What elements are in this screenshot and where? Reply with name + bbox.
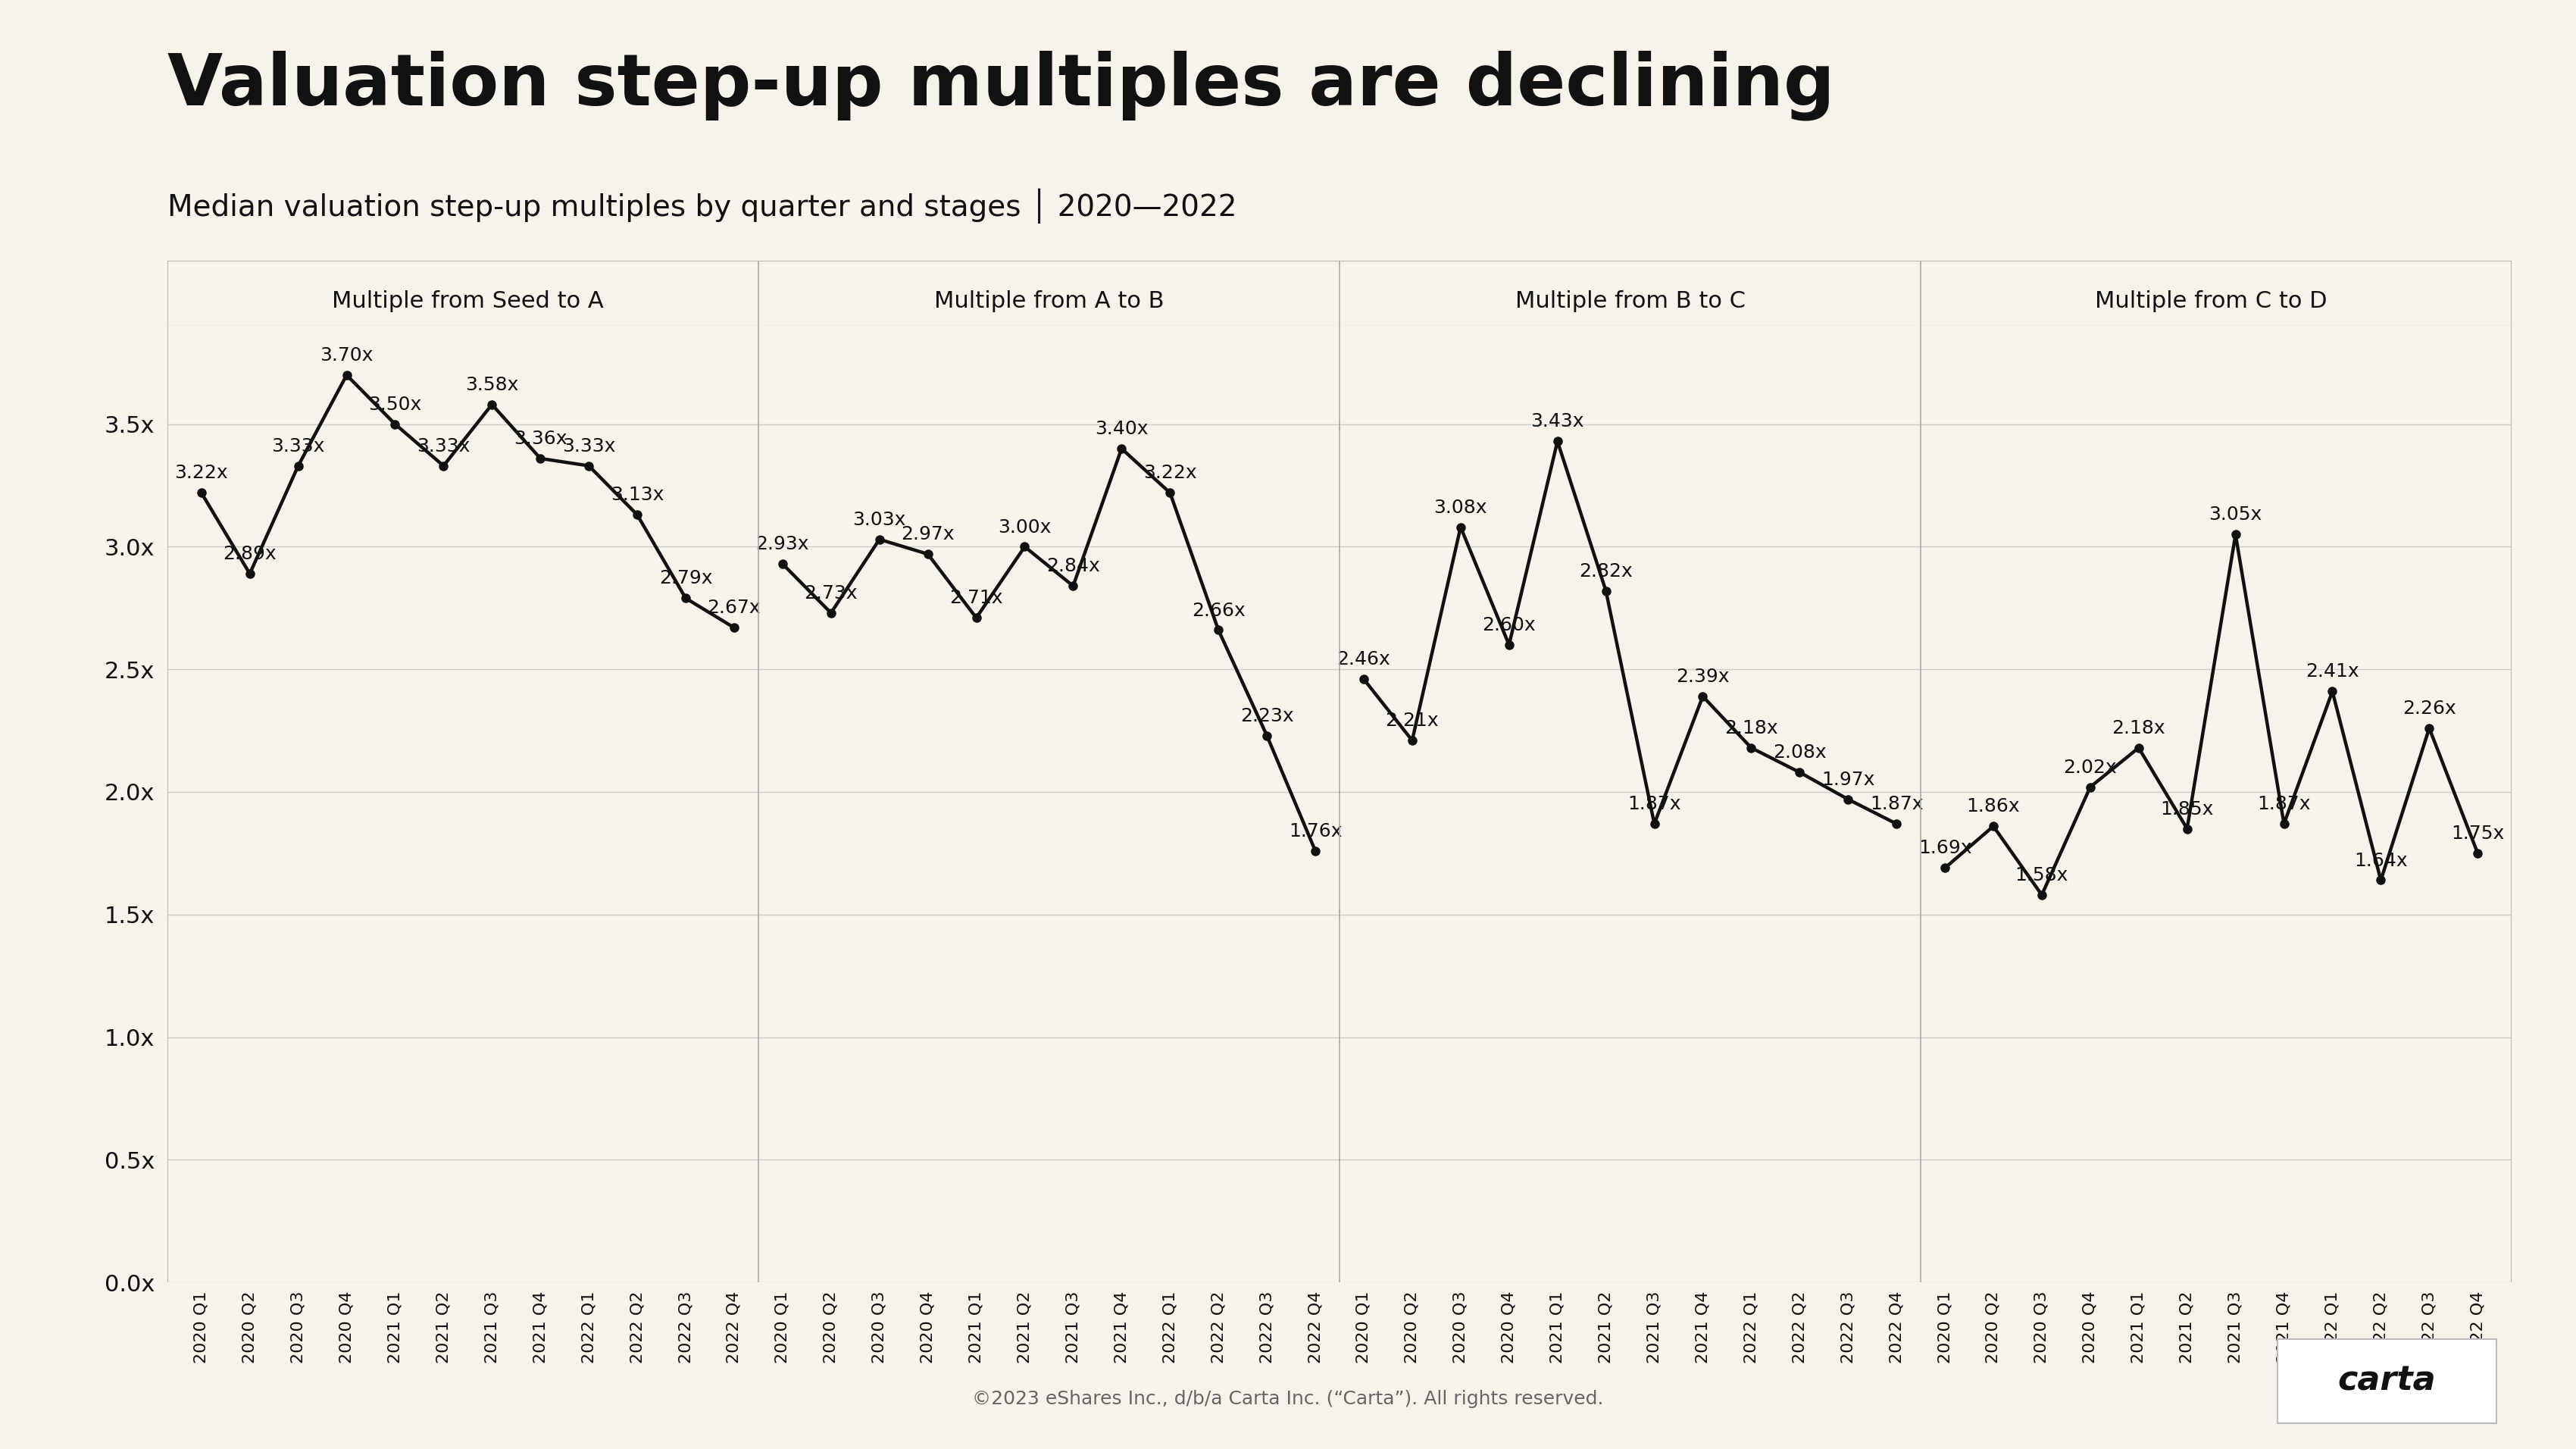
Text: 2.23x: 2.23x: [1239, 707, 1293, 724]
Text: 1.64x: 1.64x: [2354, 852, 2409, 869]
Text: 3.40x: 3.40x: [1095, 420, 1149, 438]
Text: Multiple from A to B: Multiple from A to B: [935, 290, 1164, 312]
Text: 2.66x: 2.66x: [1193, 601, 1244, 620]
Text: 3.33x: 3.33x: [562, 438, 616, 455]
Text: 2.89x: 2.89x: [224, 545, 276, 564]
Text: 2.84x: 2.84x: [1046, 558, 1100, 575]
Text: 3.03x: 3.03x: [853, 510, 907, 529]
Text: 2.71x: 2.71x: [951, 590, 1002, 607]
Text: 1.75x: 1.75x: [2452, 824, 2504, 843]
Text: 1.86x: 1.86x: [1965, 797, 2020, 816]
Text: 1.87x: 1.87x: [2257, 796, 2311, 813]
Text: 3.50x: 3.50x: [368, 396, 422, 413]
Text: 1.69x: 1.69x: [1919, 839, 1971, 858]
Text: 1.97x: 1.97x: [1821, 771, 1875, 788]
Text: 2.02x: 2.02x: [2063, 758, 2117, 777]
Text: 2.39x: 2.39x: [1677, 668, 1728, 685]
Text: 3.43x: 3.43x: [1530, 413, 1584, 430]
Text: 2.73x: 2.73x: [804, 584, 858, 603]
Text: 3.33x: 3.33x: [417, 438, 471, 455]
Text: 2.41x: 2.41x: [2306, 662, 2360, 681]
Text: 2.18x: 2.18x: [1723, 719, 1777, 738]
Text: 2.67x: 2.67x: [708, 598, 760, 617]
Text: 3.05x: 3.05x: [2208, 506, 2262, 525]
Text: 2.46x: 2.46x: [1337, 651, 1391, 668]
Text: 2.60x: 2.60x: [1481, 616, 1535, 635]
Text: 1.85x: 1.85x: [2161, 800, 2213, 819]
Text: Multiple from C to D: Multiple from C to D: [2094, 290, 2329, 312]
Text: 2.21x: 2.21x: [1386, 711, 1440, 730]
Text: 3.22x: 3.22x: [1144, 464, 1198, 483]
Text: 3.00x: 3.00x: [997, 517, 1051, 536]
Text: Multiple from Seed to A: Multiple from Seed to A: [332, 290, 603, 312]
Text: 3.36x: 3.36x: [513, 430, 567, 448]
Text: 2.97x: 2.97x: [902, 526, 956, 543]
Text: 1.58x: 1.58x: [2014, 867, 2069, 884]
Text: carta: carta: [2336, 1365, 2437, 1397]
Text: Valuation step-up multiples are declining: Valuation step-up multiples are declinin…: [167, 51, 1834, 120]
Text: 3.08x: 3.08x: [1435, 498, 1486, 517]
Text: 3.33x: 3.33x: [270, 438, 325, 455]
Text: ©2023 eShares Inc., d/b/a Carta Inc. (“Carta”). All rights reserved.: ©2023 eShares Inc., d/b/a Carta Inc. (“C…: [971, 1390, 1605, 1408]
Text: 3.22x: 3.22x: [175, 464, 229, 483]
Text: 2.18x: 2.18x: [2112, 719, 2166, 738]
Text: 2.26x: 2.26x: [2403, 700, 2455, 717]
Text: 2.08x: 2.08x: [1772, 743, 1826, 762]
Text: 2.79x: 2.79x: [659, 569, 714, 588]
Text: 3.13x: 3.13x: [611, 485, 665, 504]
Text: 3.58x: 3.58x: [466, 375, 518, 394]
Text: 3.70x: 3.70x: [319, 346, 374, 365]
Text: 1.87x: 1.87x: [1870, 796, 1924, 813]
Text: 1.87x: 1.87x: [1628, 796, 1682, 813]
Text: 2.82x: 2.82x: [1579, 562, 1633, 581]
Text: Multiple from B to C: Multiple from B to C: [1515, 290, 1747, 312]
Text: 2.93x: 2.93x: [755, 535, 809, 554]
Text: Median valuation step-up multiples by quarter and stages │ 2020—2022: Median valuation step-up multiples by qu…: [167, 188, 1236, 223]
Text: 1.76x: 1.76x: [1288, 822, 1342, 840]
